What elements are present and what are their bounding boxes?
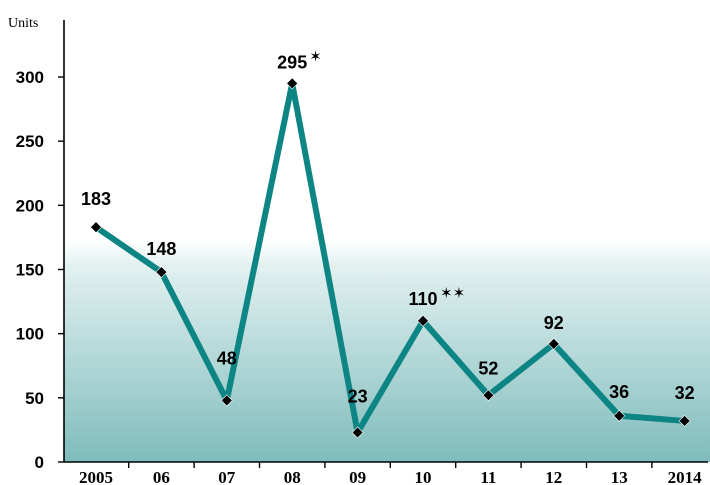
data-label: 148 (146, 239, 176, 259)
data-point-marker (613, 409, 626, 422)
data-label: 48 (217, 348, 237, 368)
data-label: 36 (609, 382, 629, 402)
data-label: 110 (408, 289, 437, 309)
y-tick-label: 300 (16, 68, 44, 87)
series-line (93, 80, 688, 436)
data-point-marker (286, 77, 299, 90)
y-tick-label: 100 (16, 325, 44, 344)
x-tick-label: 08 (284, 468, 301, 485)
data-point-marker (482, 389, 495, 402)
data-labels-layer: 183 148 48 295 ✶ 23 110 ✶✶ 52 92 36 32 (81, 47, 695, 406)
series-layer (90, 77, 691, 439)
x-tick-label: 09 (349, 468, 366, 485)
x-tick-label: 2005 (79, 468, 113, 485)
data-label: 52 (478, 358, 498, 378)
data-label: 23 (348, 386, 368, 406)
annotation-marker: ✶ (309, 47, 322, 65)
y-tick-label: 150 (16, 261, 44, 280)
data-label: 295 (277, 52, 307, 72)
axes: 0 50 100 150 200 250 300 2005 06 07 08 09 10 11 12 13 20… (16, 20, 708, 485)
y-tick-label: 0 (35, 453, 44, 472)
data-point-marker (547, 338, 560, 350)
x-tick-label: 2014 (668, 468, 703, 485)
x-tick-label: 12 (545, 468, 562, 485)
annotation-marker: ✶✶ (440, 284, 465, 302)
x-tick-label: 13 (611, 468, 628, 485)
data-point-marker (678, 415, 691, 427)
y-tick-label: 50 (25, 389, 44, 408)
data-label: 32 (675, 383, 695, 403)
data-point-marker (417, 314, 429, 327)
x-tick-label: 06 (153, 468, 170, 485)
y-tick-label: 250 (16, 132, 44, 151)
y-tick-label: 200 (16, 196, 44, 215)
data-point-marker (351, 426, 364, 439)
data-point-marker (155, 266, 168, 278)
data-label: 183 (81, 189, 111, 209)
y-axis-unit-label: Units (8, 16, 38, 31)
data-point-marker (220, 394, 233, 407)
data-point-marker (90, 221, 102, 234)
data-label: 92 (544, 313, 564, 333)
x-tick-label: 10 (415, 468, 432, 485)
x-tick-label: 07 (218, 468, 236, 485)
x-tick-label: 11 (480, 468, 496, 485)
plot-background (64, 240, 710, 462)
